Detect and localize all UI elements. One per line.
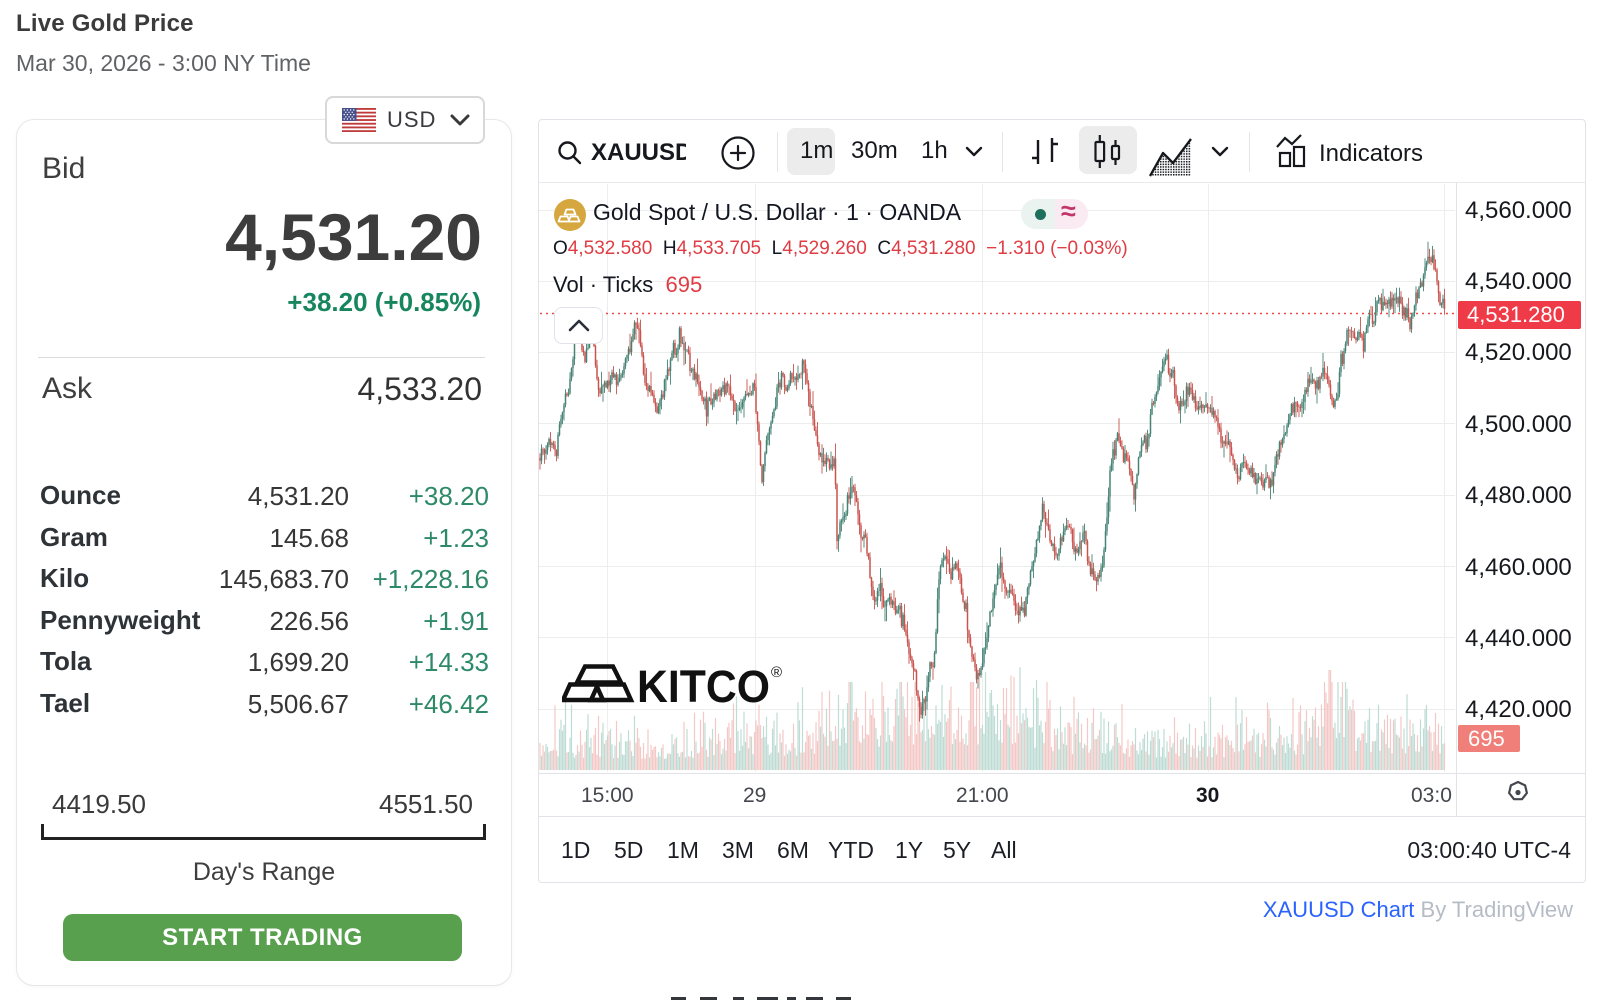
svg-text:KITCO: KITCO: [637, 661, 770, 710]
svg-text:®: ®: [771, 664, 782, 681]
